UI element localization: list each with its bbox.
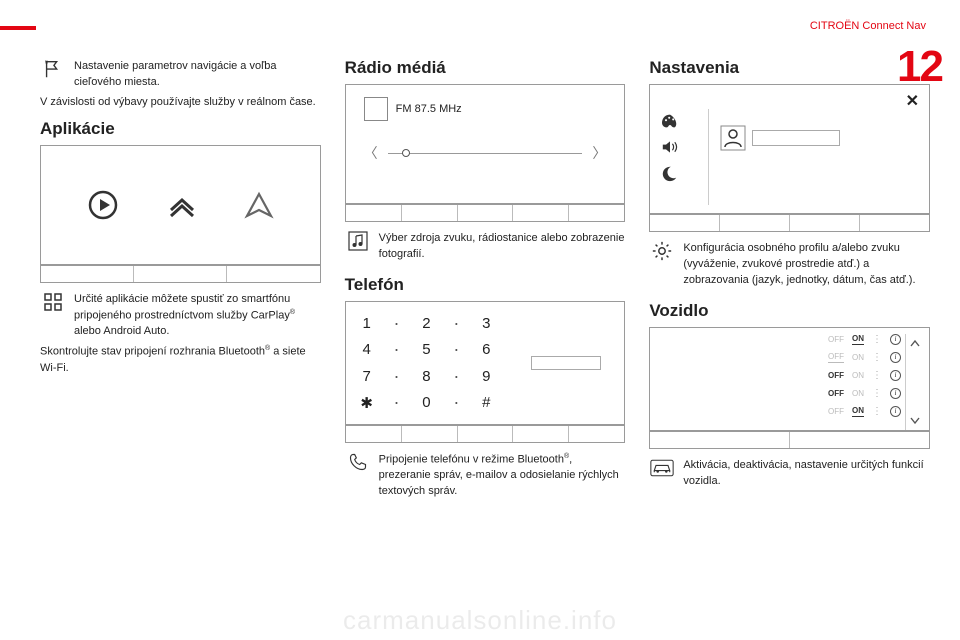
vehicle-figure: OFFON⋮i OFFON⋮i OFFON⋮i OFFON⋮i OFFON⋮i (649, 327, 930, 449)
settings-figure: ✕ (649, 84, 930, 232)
play-icon (86, 188, 120, 222)
apps-desc: Určité aplikácie môžete spustiť zo smart… (74, 292, 321, 340)
vehicle-heading: Vozidlo (649, 301, 930, 321)
android-auto-icon (244, 190, 274, 220)
station-thumb-placeholder (364, 97, 388, 121)
vehicle-tabs (650, 430, 929, 448)
phone-keypad: 1·2·3 4·5·6 7·8·9 ✱·0·# (346, 302, 508, 424)
apps-note: Skontrolujte stav pripojení rozhrania Bl… (40, 344, 321, 377)
chevron-down-icon (909, 416, 921, 426)
column-3: Nastavenia ✕ (649, 50, 930, 620)
citroen-chevrons-icon (165, 188, 199, 222)
chevron-up-icon (909, 338, 921, 348)
accent-bar (0, 26, 36, 30)
phone-desc: Pripojenie telefónu v režime Bluetooth®,… (379, 452, 626, 500)
tuner-dot (402, 149, 410, 157)
phone-heading: Telefón (345, 275, 626, 295)
svg-text:N: N (45, 60, 48, 65)
apps-grid-icon (40, 289, 66, 315)
phone-tabs (346, 424, 625, 442)
chevron-left-icon: 〈 (364, 143, 378, 163)
column-1: N Nastavenie parametrov navigácie a voľb… (40, 50, 321, 620)
column-2: Rádio médiá FM 87.5 MHz 〈 〉 Výber zdroja… (345, 50, 626, 620)
phone-icon (345, 449, 371, 475)
nav-note: V závislosti od výbavy používajte služby… (40, 95, 321, 111)
header-text: CITROËN Connect Nav (810, 20, 926, 32)
car-icon (649, 455, 675, 481)
moon-icon (660, 165, 680, 183)
phone-display-placeholder (531, 356, 601, 370)
palette-icon (660, 113, 680, 129)
apps-tabs (41, 264, 320, 282)
chevron-right-icon: 〉 (592, 143, 606, 163)
vehicle-desc: Aktivácia, deaktivácia, nastavenie určit… (683, 458, 930, 490)
apps-figure (40, 145, 321, 283)
settings-heading: Nastavenia (649, 58, 930, 78)
settings-tabs (650, 213, 929, 231)
apps-heading: Aplikácie (40, 119, 321, 139)
radio-figure: FM 87.5 MHz 〈 〉 (345, 84, 626, 222)
nav-flag-icon: N (40, 56, 66, 82)
settings-desc: Konfigurácia osobného profilu a/alebo zv… (683, 241, 930, 289)
close-icon: ✕ (906, 91, 919, 111)
sound-icon (660, 139, 680, 155)
profile-icon (720, 125, 746, 151)
nav-desc: Nastavenie parametrov navigácie a voľba … (74, 59, 321, 91)
radio-tabs (346, 203, 625, 221)
radio-freq: FM 87.5 MHz (396, 103, 462, 115)
vehicle-toggles: OFFON⋮i OFFON⋮i OFFON⋮i OFFON⋮i OFFON⋮i (656, 334, 901, 430)
radio-desc: Výber zdroja zvuku, rádiostanice alebo z… (379, 231, 626, 263)
music-note-icon (345, 228, 371, 254)
gear-icon (649, 238, 675, 264)
profile-name-placeholder (752, 130, 840, 146)
radio-heading: Rádio médiá (345, 58, 626, 78)
phone-figure: 1·2·3 4·5·6 7·8·9 ✱·0·# (345, 301, 626, 443)
